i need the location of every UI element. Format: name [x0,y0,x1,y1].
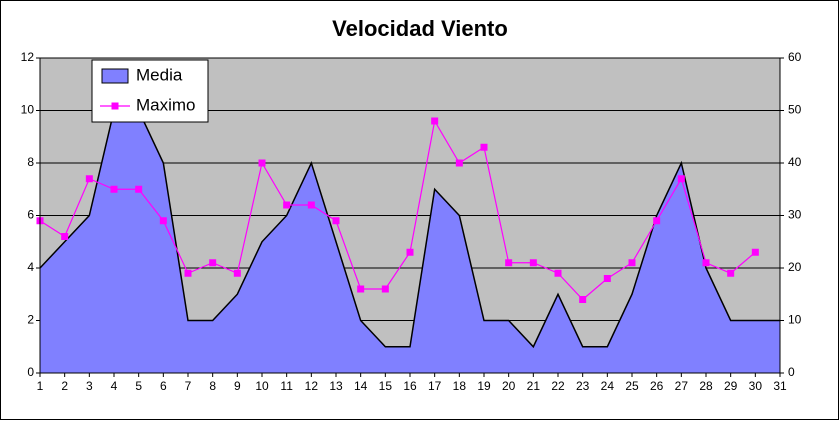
marker [554,269,562,277]
marker [307,201,315,209]
y-tick-label: 10 [21,103,35,117]
x-tick-label: 29 [724,379,738,393]
x-tick-label: 23 [576,379,590,393]
marker [357,285,365,293]
x-tick-label: 25 [625,379,639,393]
x-tick-label: 4 [111,379,118,393]
x-tick-label: 3 [86,379,93,393]
marker [381,285,389,293]
x-tick-label: 13 [329,379,343,393]
marker [184,269,192,277]
y2-tick-label: 50 [788,103,802,117]
marker [653,217,661,225]
x-tick-label: 21 [527,379,541,393]
marker [283,201,291,209]
y2-tick-label: 10 [788,313,802,327]
marker [702,259,710,267]
marker [159,217,167,225]
marker [332,217,340,225]
marker [135,185,143,193]
y2-tick-label: 0 [788,365,795,379]
legend-swatch [101,68,129,84]
area-outline [39,109,780,349]
x-tick-label: 12 [305,379,319,393]
y-tick-label: 4 [27,260,34,274]
x-tick-label: 8 [209,379,216,393]
x-tick-label: 5 [135,379,142,393]
marker [110,185,118,193]
y2-tick-label: 30 [788,208,802,222]
marker [209,259,217,267]
line [39,119,756,301]
x-tick-label: 7 [185,379,192,393]
y2-tick-label: 20 [788,260,802,274]
x-tick-label: 17 [428,379,442,393]
y-tick-label: 0 [27,365,34,379]
marker [431,117,439,125]
marker [233,269,241,277]
x-tick-label: 14 [354,379,368,393]
x-tick-label: 26 [650,379,664,393]
x-tick-label: 24 [601,379,615,393]
x-tick-label: 20 [502,379,516,393]
x-tick-label: 1 [37,379,44,393]
x-tick-label: 2 [61,379,68,393]
marker [61,233,69,240]
marker [85,175,93,183]
y2-tick-label: 60 [788,50,802,64]
y-tick-label: 6 [27,208,34,222]
y-tick-label: 12 [21,50,35,64]
legend-label: Maximo [136,95,196,114]
marker [603,275,611,282]
legend-label: Media [136,65,183,84]
x-tick-label: 18 [453,379,467,393]
x-tick-label: 28 [699,379,713,393]
y-tick-label: 2 [27,313,34,327]
x-tick-label: 10 [255,379,269,393]
marker [406,248,414,256]
x-tick-label: 19 [477,379,491,393]
marker [258,159,266,167]
legend-marker [111,102,119,110]
x-tick-label: 31 [773,379,787,393]
marker [727,269,735,277]
x-tick-label: 22 [551,379,565,393]
x-tick-label: 27 [675,379,689,393]
marker [505,259,513,267]
x-tick-label: 16 [403,379,417,393]
y2-tick-label: 40 [788,155,802,169]
marker [480,143,488,151]
x-tick-label: 11 [280,379,293,393]
legend: Media Maximo [91,59,209,123]
x-tick-label: 9 [234,379,241,393]
marker [579,296,587,303]
x-tick-label: 6 [160,379,167,393]
marker [677,175,685,183]
marker [455,159,463,167]
marker [529,259,537,267]
x-tick-label: 15 [379,379,393,393]
x-tick-label: 30 [749,379,763,393]
marker [628,259,636,267]
y-tick-label: 8 [27,155,34,169]
marker [751,248,759,256]
chart-title: Velocidad Viento [332,16,508,41]
